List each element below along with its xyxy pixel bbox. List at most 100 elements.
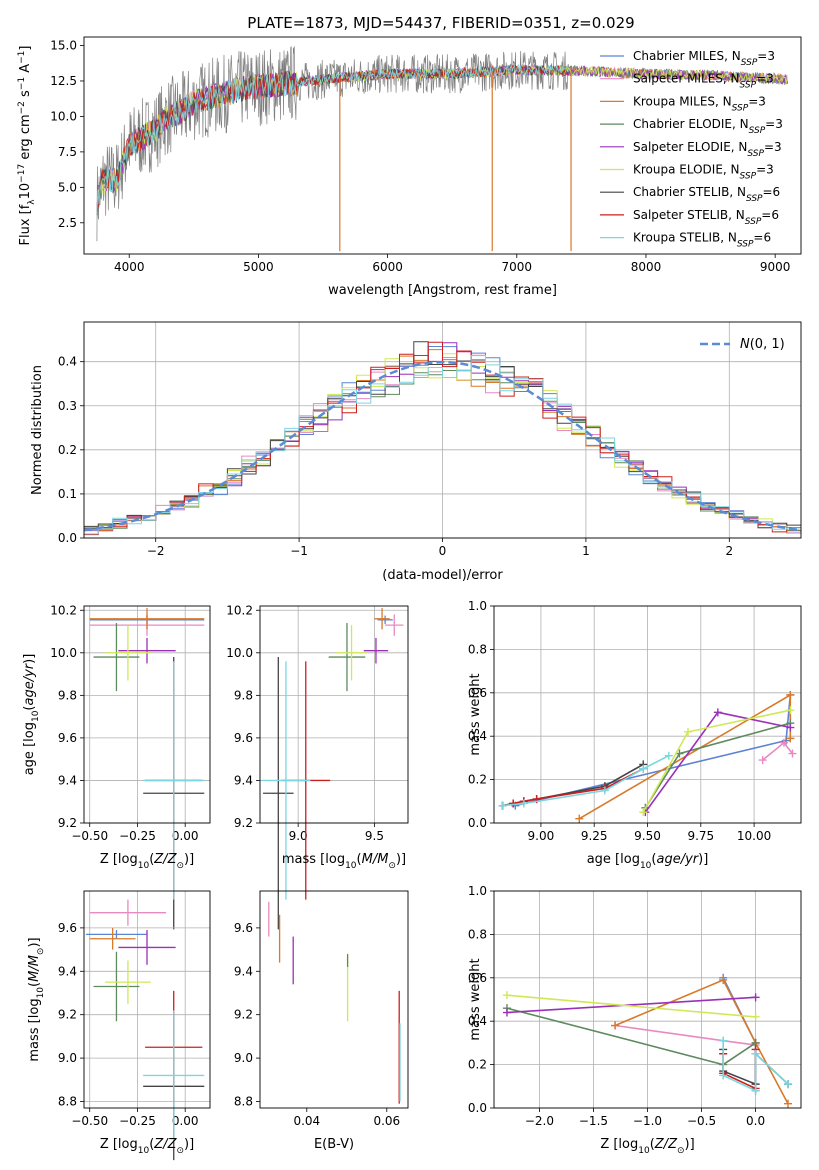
x-tick-label: 0.00	[172, 829, 199, 843]
y-axis-label: mass weight	[468, 673, 483, 755]
y-tick-label: 0.8	[468, 642, 487, 656]
x-tick-label: −0.50	[71, 829, 108, 843]
legend-label: Kroupa ELODIE, NSSP=3	[633, 163, 774, 182]
axes-frame	[83, 321, 802, 539]
x-tick-label: 9.75	[687, 829, 714, 843]
x-tick-label: 10.00	[737, 829, 771, 843]
axes-frame	[493, 890, 802, 1109]
error-bars	[85, 899, 205, 1161]
x-tick-label: −1.5	[579, 1114, 608, 1128]
y-tick-label: 10.2	[226, 603, 253, 617]
axes-frame	[83, 36, 802, 255]
y-tick-label: 7.5	[58, 145, 77, 159]
mass-weight-marker	[751, 1012, 760, 1021]
y-tick-label: 9.4	[58, 773, 77, 787]
legend-label: Kroupa STELIB, NSSP=6	[633, 231, 771, 250]
axes-frame	[83, 890, 211, 1109]
y-tick-label: 0.2	[468, 773, 487, 787]
x-tick-label: 9.00	[528, 829, 555, 843]
y-tick-label: 8.8	[58, 1094, 77, 1108]
mass-weight-vs-age-panel: 9.00 9.25 9.50 9.75 10.00 0.0 0.2 0.4 0.6 0.8 1.0 m…	[468, 599, 802, 871]
mass-weight-marker	[639, 764, 648, 773]
y-tick-label: 0.4	[468, 1014, 487, 1028]
axes-frame	[83, 605, 211, 824]
error-bars	[261, 608, 404, 930]
x-tick-label: 0.04	[293, 1114, 320, 1128]
y-tick-label: 9.6	[234, 921, 253, 935]
y-tick-label: 9.8	[58, 688, 77, 702]
mass-vs-ebv-panel: 0.04 0.06 8.8 9.0 9.2 9.4 9.6 E(B-V)	[234, 890, 409, 1152]
mass-weight-marker	[684, 727, 693, 736]
x-tick-label: 5000	[243, 260, 274, 274]
error-bars	[89, 608, 205, 930]
age-vs-mass-panel: 9.0 9.5 9.2 9.4 9.6 9.8 10.0 10.2 mass [log10(M/…	[226, 603, 409, 930]
axis-ticks: −2 −1 0 1 2 0.0 0.1 0.2 0.3 0.4	[58, 355, 733, 558]
y-tick-label: 0.1	[58, 487, 77, 501]
y-tick-label: 0.2	[468, 1058, 487, 1072]
y-tick-label: 12.5	[50, 74, 77, 88]
x-tick-label: −0.5	[687, 1114, 716, 1128]
mass-weight-line	[644, 711, 791, 813]
legend-label: N(0, 1)	[740, 337, 785, 352]
axis-ticks: −0.50 −0.25 0.00 8.8 9.0 9.2 9.4 9.6	[58, 921, 199, 1128]
y-tick-label: 8.8	[234, 1094, 253, 1108]
mass-weight-marker	[498, 801, 507, 810]
mass-weight-marker	[611, 1021, 620, 1030]
mass-vs-metallicity-panel: −0.50 −0.25 0.00 8.8 9.0 9.2 9.4 9.6 Z [log10(Z/…	[27, 890, 211, 1161]
x-axis-label: age [log10(age/yr)]	[587, 852, 709, 871]
x-axis-label: Z [log10(Z/Z⊙)]	[600, 1137, 694, 1156]
grid-lines	[84, 891, 210, 1108]
y-tick-label: 9.4	[234, 964, 253, 978]
x-tick-label: −1	[290, 544, 308, 558]
x-tick-label: −0.50	[71, 1114, 108, 1128]
x-tick-label: 9.25	[581, 829, 608, 843]
y-tick-label: 9.4	[58, 964, 77, 978]
mass-weight-marker	[639, 808, 648, 817]
spectrum-lines	[96, 45, 789, 252]
age-vs-metallicity-panel: −0.50 −0.25 0.00 9.2 9.4 9.6 9.8 10.0 10.2 Z [log…	[22, 603, 211, 930]
legend-label: Salpeter MILES, NSSP=3	[633, 72, 774, 91]
legend-label: Chabrier MILES, NSSP=3	[633, 49, 775, 68]
error-bars	[268, 901, 401, 1104]
x-tick-label: 6000	[372, 260, 403, 274]
mass-weight-marker	[575, 814, 584, 823]
x-tick-label: −1.0	[633, 1114, 662, 1128]
mass-weight-marker	[751, 1086, 760, 1095]
y-tick-label: 9.6	[58, 921, 77, 935]
mass-weight-marker	[786, 723, 795, 732]
axis-ticks: 4000 5000 6000 7000 8000 9000 2.5 5.0 7.5 10.0 12.…	[50, 39, 790, 274]
mass-weight-marker	[600, 786, 609, 795]
mass-weight-line	[642, 709, 791, 813]
y-axis-label: mass weight	[468, 958, 483, 1040]
normal-distribution-curve	[84, 360, 801, 532]
axis-ticks: −0.50 −0.25 0.00 9.2 9.4 9.6 9.8 10.0 10.2	[50, 603, 198, 843]
y-axis-label: Normed distribution	[30, 365, 45, 495]
spectrum-panel: 4000 5000 6000 7000 8000 9000 2.5 5.0 7.5 10.0 12.…	[17, 36, 802, 298]
axis-ticks: −2.0 −1.5 −1.0 −0.5 0.0 0.0 0.2 0.4 0.6 0.8 1.0	[468, 884, 765, 1128]
y-tick-label: 9.4	[234, 773, 253, 787]
x-tick-label: −0.25	[119, 1114, 156, 1128]
x-axis-label: Z [log10(Z/Z⊙)]	[100, 852, 194, 871]
y-tick-label: 1.0	[468, 884, 487, 898]
mass-weight-marker	[786, 706, 795, 715]
mass-weight-marker	[719, 975, 728, 984]
x-tick-label: 0	[439, 544, 447, 558]
mass-weight-vs-metallicity-panel: −2.0 −1.5 −1.0 −0.5 0.0 0.0 0.2 0.4 0.6 0.8 1.0 mas…	[468, 884, 802, 1156]
x-tick-label: 0.0	[746, 1114, 765, 1128]
x-axis-label: Z [log10(Z/Z⊙)]	[100, 1137, 194, 1156]
x-tick-label: −0.25	[119, 829, 156, 843]
mass-weight-marker	[664, 751, 673, 760]
histogram-steps	[84, 341, 801, 536]
y-tick-label: 9.2	[234, 816, 253, 830]
mass-weight-marker	[751, 993, 760, 1002]
x-tick-label: −2	[147, 544, 165, 558]
mass-weight-line	[506, 1007, 757, 1066]
y-tick-label: 0.8	[468, 927, 487, 941]
y-tick-label: 1.0	[468, 599, 487, 613]
y-tick-label: 0.2	[58, 443, 77, 457]
x-tick-label: 1	[582, 544, 590, 558]
x-tick-label: 0.00	[172, 1114, 199, 1128]
mass-weight-marker	[758, 756, 767, 765]
x-tick-label: 4000	[114, 260, 145, 274]
